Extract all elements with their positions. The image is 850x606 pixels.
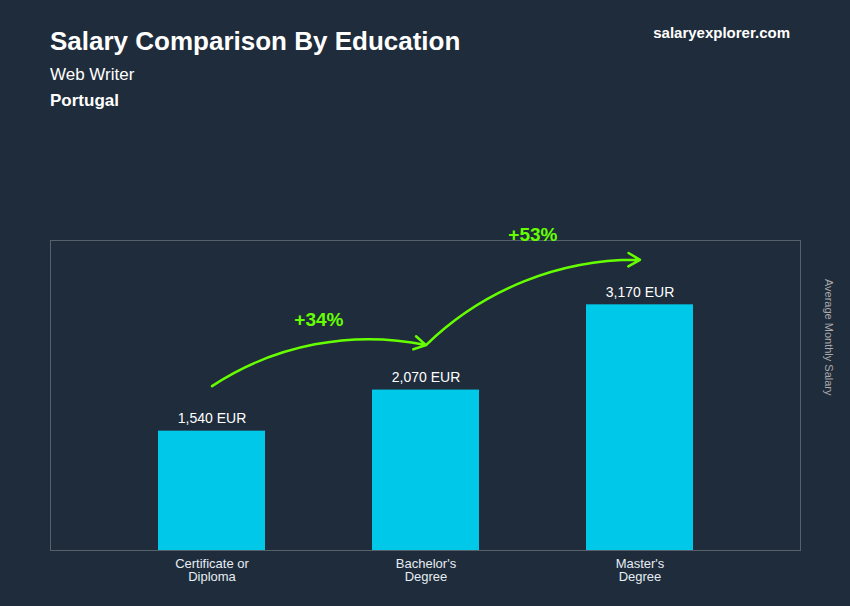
svg-text:3,170 EUR: 3,170 EUR bbox=[606, 284, 674, 300]
html-text:Salary Comparison By Education: Salary Comparison By Education bbox=[50, 26, 461, 56]
svg-text:Bachelor'sDegree: Bachelor'sDegree bbox=[396, 556, 457, 584]
svg-text:Average Monthly Salary: Average Monthly Salary bbox=[823, 279, 835, 396]
svg-text:Certificate orDiploma: Certificate orDiploma bbox=[175, 556, 249, 584]
html-text:Web Writer: Web Writer bbox=[50, 65, 135, 84]
svg-text:+53%: +53% bbox=[508, 224, 557, 245]
svg-text:1,540 EUR: 1,540 EUR bbox=[178, 410, 246, 426]
svg-text:2,070 EUR: 2,070 EUR bbox=[392, 369, 460, 385]
html-text:salary explorer.com: salary explorer.com bbox=[653, 24, 790, 41]
html-text:Portugal: Portugal bbox=[50, 91, 119, 110]
svg-text:Master'sDegree: Master'sDegree bbox=[616, 556, 665, 584]
svg-text:+34%: +34% bbox=[294, 309, 343, 330]
